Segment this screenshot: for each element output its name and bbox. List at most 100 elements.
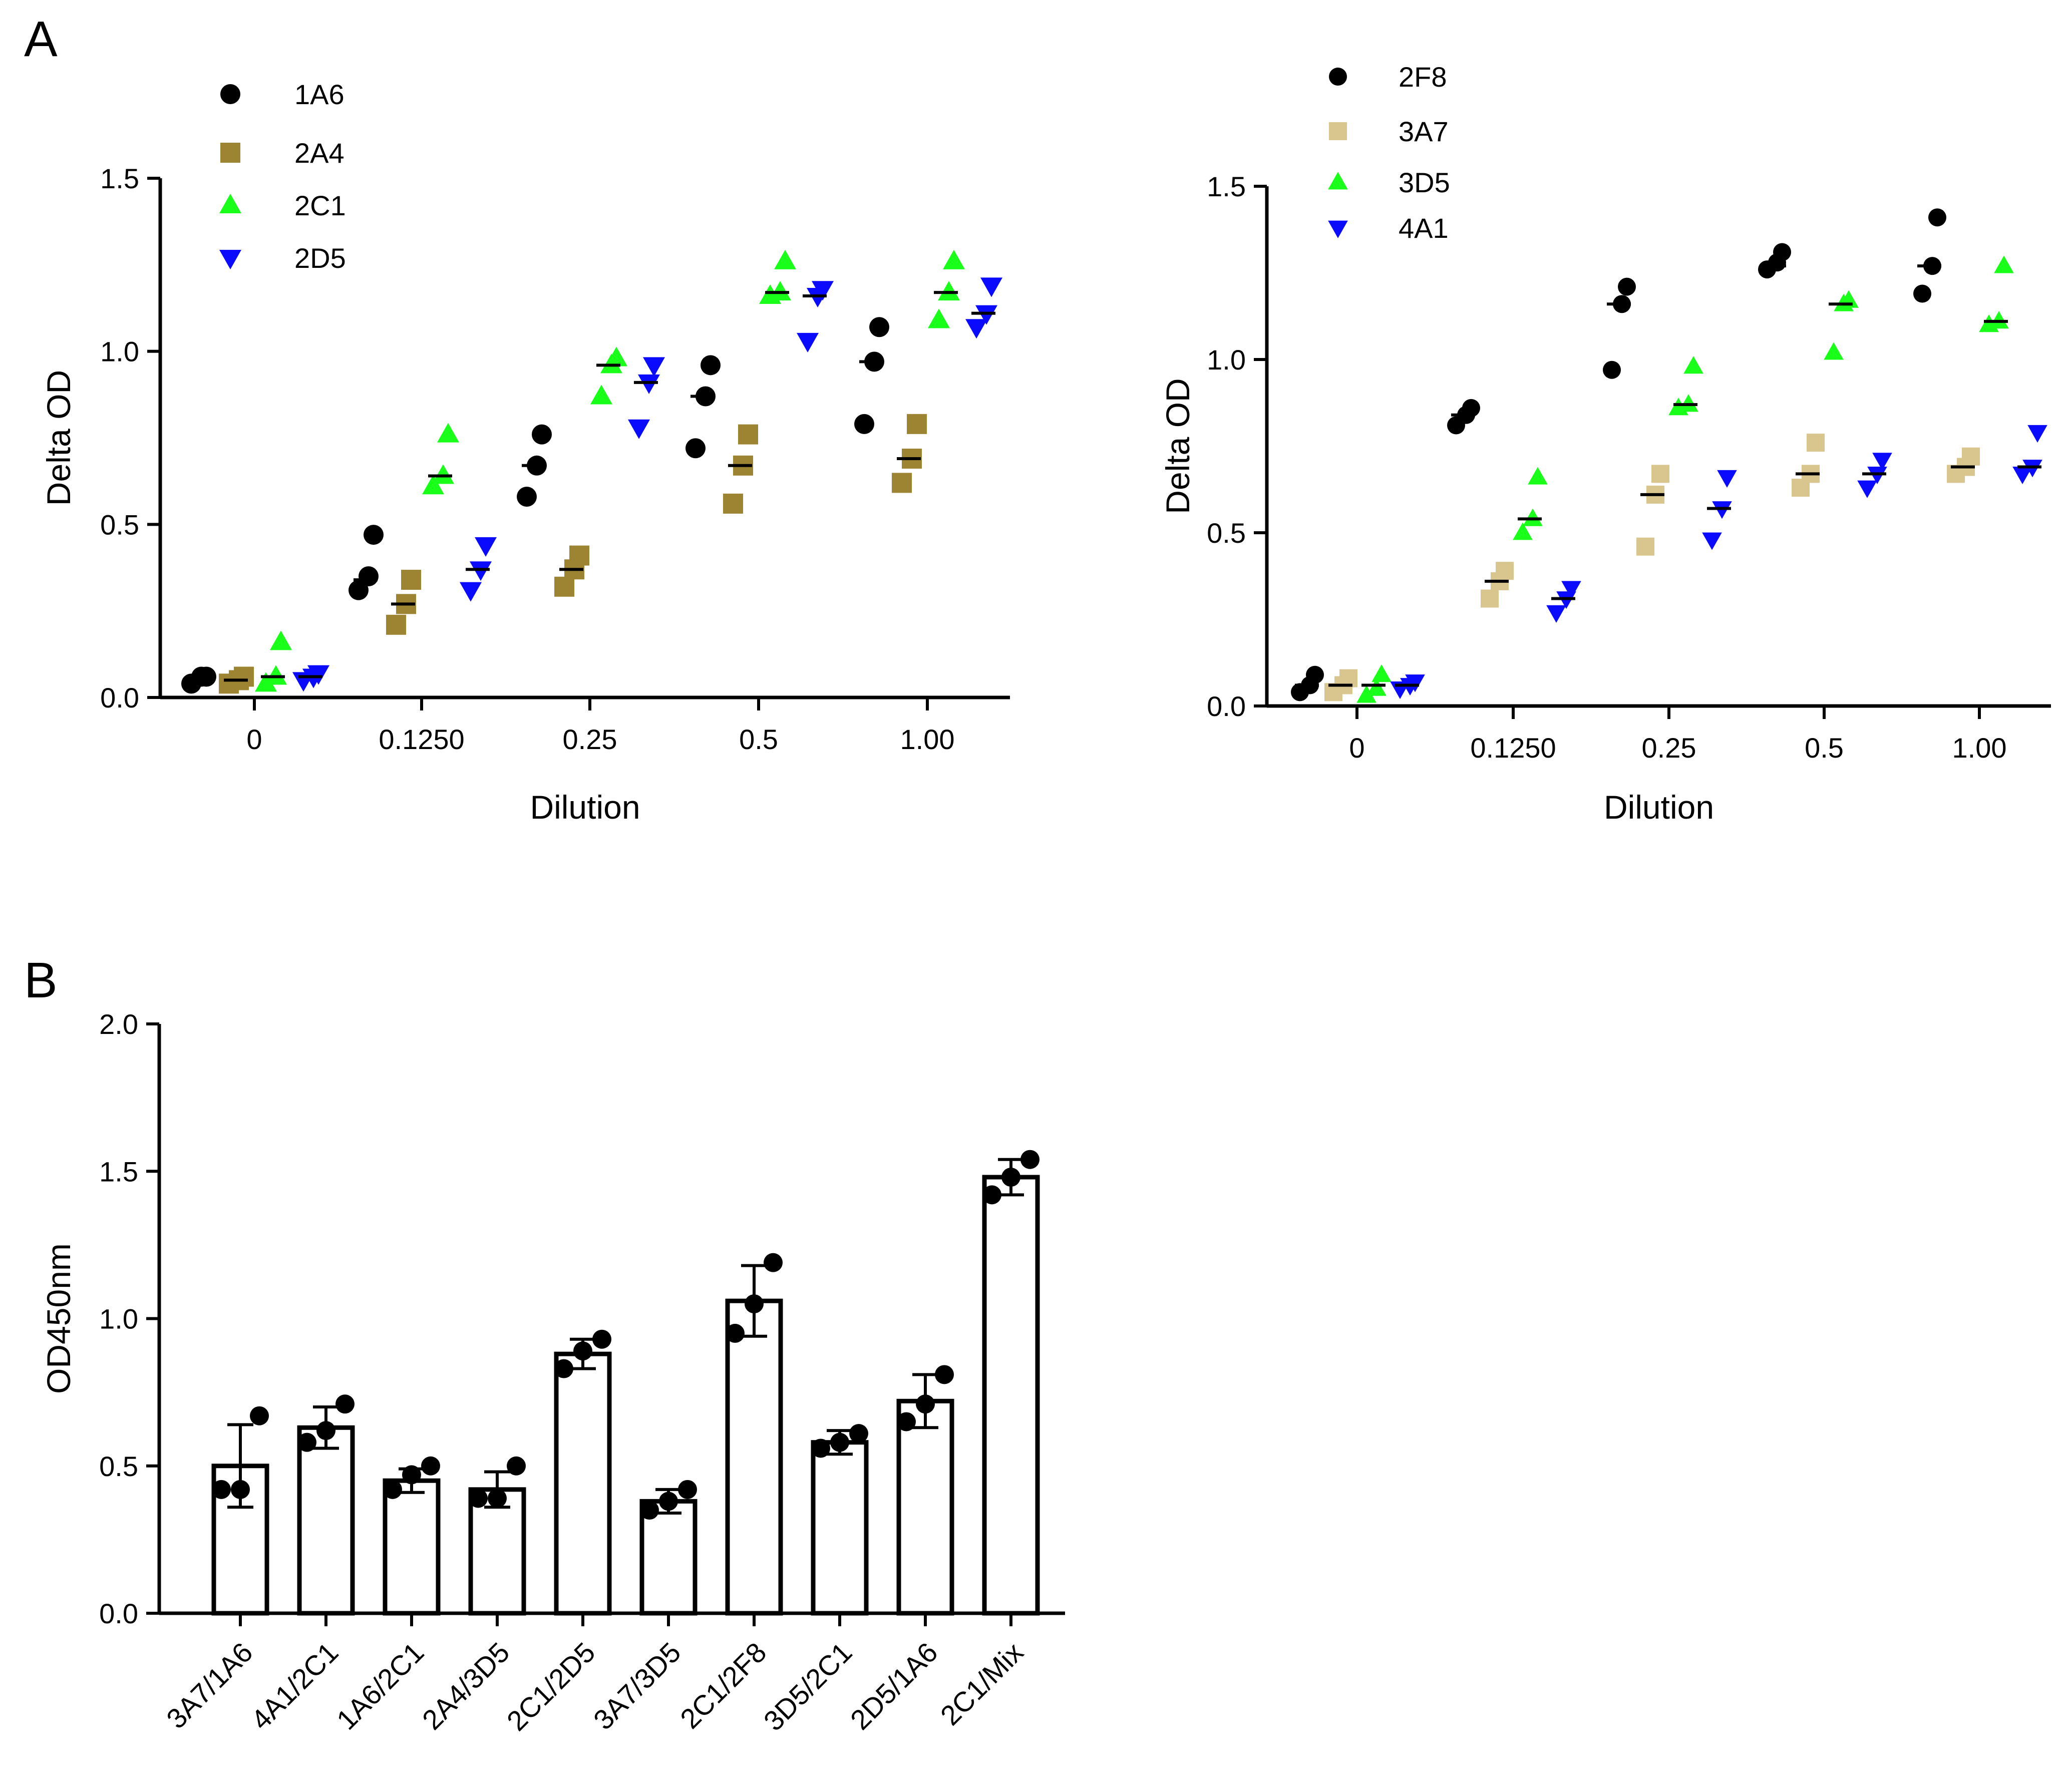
b-point [250,1406,269,1425]
a-right-point-3d5 [1366,678,1387,696]
a-left-point-2d5 [638,374,660,394]
b-point [640,1501,659,1520]
b-point [745,1294,764,1314]
a-right-point-3d5 [1678,394,1698,412]
a-right-point-3a7 [1481,589,1499,608]
a-left-point-2a4 [723,493,743,514]
a-right-point-2f8 [1618,277,1636,296]
a-right-point-3a7 [1807,434,1825,452]
b-point [383,1480,402,1499]
b-y-tick-label: 2.0 [99,1008,138,1040]
a-right-point-3a7 [1496,562,1514,580]
a-left-point-2d5 [460,582,482,602]
a-left-point-2c1 [943,249,965,269]
b-y-tick-label: 1.5 [99,1156,138,1187]
a-left-point-2a4 [554,576,574,597]
a-left-legend-marker-2c1 [219,194,241,213]
a-right-legend-label-3a7: 3A7 [1399,116,1449,147]
b-point [849,1424,868,1444]
b-point [488,1489,507,1508]
a-left-point-2c1 [774,249,796,269]
a-left-x-tick-label: 0.25 [563,724,617,755]
b-point [231,1480,250,1499]
a-right-legend-label-3d5: 3D5 [1399,167,1450,198]
b-point [469,1489,488,1508]
a-left-legend-label-2a4: 2A4 [294,137,345,169]
a-left-point-2a4 [907,414,927,434]
a-right-point-4a1 [1717,470,1737,488]
a-left-point-2c1 [605,346,627,367]
chart-a-right: 0.0 0.5 1.0 1.5 0 0.1250 0.25 0.5 1.00 Delta OD Di… [1159,61,2051,826]
b-point [297,1432,316,1452]
a-right-point-4a1 [2027,425,2047,443]
b-point [212,1480,231,1499]
a-right-legend-marker-4a1 [1328,220,1348,238]
a-left-point-2c1 [928,308,950,328]
a-right-point-3a7 [1962,447,1980,466]
a-left-x-tick-label: 1.00 [900,724,955,755]
b-bar-2c1-2d5 [554,1351,612,1616]
a-left-legend-marker-2d5 [219,250,241,269]
a-left-point-1a6 [685,438,706,459]
a-left-point-2d5 [975,305,997,325]
a-left-y-tick-label: 0.5 [100,509,139,540]
a-left-point-2d5 [628,419,650,439]
a-left-point-2c1 [938,281,960,301]
b-bar-4a1-2c1 [297,1425,355,1616]
b-point [726,1323,745,1343]
a-left-point-2a4 [738,424,758,445]
a-left-point-2a4 [401,569,421,590]
a-left-legend-label-2c1: 2C1 [294,190,346,221]
a-left-point-2d5 [965,319,987,339]
a-right-point-3d5 [1824,342,1844,360]
a-left-point-2a4 [386,614,406,635]
a-left-point-2c1 [432,464,454,484]
b-point [592,1329,611,1349]
b-point [507,1456,526,1476]
a-left-point-1a6 [349,580,369,600]
a-right-point-2f8 [1913,284,1931,303]
a-right-point-2f8 [1928,208,1946,227]
b-bar-2c1-2f8 [725,1298,783,1616]
a-left-point-2a4 [569,545,589,566]
a-left-point-2a4 [892,473,912,493]
b-bar-1a6-2c1 [383,1478,441,1616]
b-bar-2d5-1a6 [896,1398,954,1616]
a-left-y-tick-label: 1.0 [100,336,139,368]
a-left-point-2c1 [270,630,292,650]
a-left-legend-label-2d5: 2D5 [294,242,346,274]
a-left-point-1a6 [359,566,379,587]
a-right-y-tick-label: 1.0 [1207,344,1246,376]
a-right-x-tick-label: 0.25 [1642,732,1696,764]
a-left-point-2c1 [769,281,791,301]
a-right-legend-marker-2f8 [1329,68,1347,86]
a-left-point-2d5 [812,281,834,301]
a-right-y-axis-title: Delta OD [1159,378,1196,514]
b-bar-2a4-3d5 [468,1487,526,1616]
a-right-legend-label-2f8: 2F8 [1399,61,1447,93]
a-right-point-4a1 [1872,453,1892,471]
b-point [1001,1168,1020,1187]
a-right-point-3d5 [1989,311,2009,329]
a-right-x-tick-label: 1.00 [1952,732,2007,764]
b-point [935,1365,954,1384]
b-x-tick-label: 2C1/Mix [934,1636,1029,1731]
a-right-point-3d5 [1683,356,1703,374]
b-x-tick-label: 2C1/2D5 [501,1636,601,1737]
b-bar-3d5-2c1 [811,1440,869,1616]
chart-b: 0.0 0.5 1.0 1.5 2.0 OD450nm 3A7/1A64A1/2C11A6/… [40,1008,1065,1737]
b-y-axis-title: OD450nm [40,1243,77,1394]
b-point [982,1185,1001,1205]
a-left-point-1a6 [532,424,552,445]
a-right-x-tick-label: 0.5 [1805,732,1844,764]
a-left-point-2d5 [307,665,329,685]
a-right-point-4a1 [1546,605,1566,623]
a-left-point-1a6 [364,525,384,545]
a-right-point-4a1 [1867,466,1887,485]
a-right-legend-label-4a1: 4A1 [1399,212,1449,244]
b-point [916,1394,935,1414]
b-point [897,1412,916,1431]
a-right-y-tick-label: 1.5 [1207,171,1246,202]
a-right-x-tick-label: 0 [1349,732,1364,764]
a-right-point-3a7 [1651,465,1669,483]
